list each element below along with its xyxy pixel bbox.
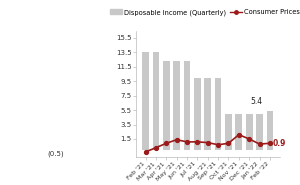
Text: (0.5): (0.5) [47, 150, 64, 157]
Bar [246, 114, 253, 150]
Text: 0.9: 0.9 [273, 139, 286, 148]
Bar [142, 52, 149, 150]
Bar [204, 78, 211, 150]
Bar [256, 114, 263, 150]
Bar [194, 78, 201, 150]
Bar [163, 61, 170, 150]
Bar [225, 114, 232, 150]
Legend: Disposable Income (Quarterly), Consumer Prices: Disposable Income (Quarterly), Consumer … [107, 6, 300, 18]
Text: 5.4: 5.4 [250, 97, 262, 106]
Bar [266, 111, 273, 150]
Bar [173, 61, 180, 150]
Bar [215, 78, 221, 150]
Bar [184, 61, 190, 150]
Bar [236, 114, 242, 150]
Bar [153, 52, 159, 150]
